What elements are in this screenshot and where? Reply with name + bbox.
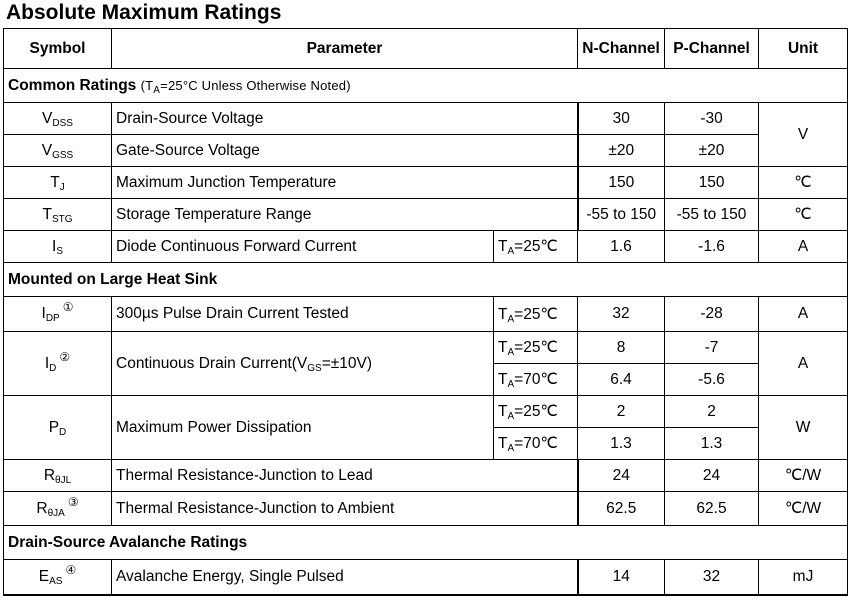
header-row: Symbol Parameter N-Channel P-Channel Uni… xyxy=(3,28,849,69)
table-row-vgss: VGSS Gate-Source Voltage ±20 ±20 xyxy=(3,134,848,167)
parameter-cell: Maximum Power Dissipation xyxy=(111,395,494,460)
unit-cell: A xyxy=(758,230,849,263)
unit-cell: mJ xyxy=(758,559,849,596)
section-row-common: Common Ratings (TA=25°C Unless Otherwise… xyxy=(2,68,849,103)
unit-cell: A xyxy=(758,296,849,332)
table-row-rjl: RθJL Thermal Resistance-Junction to Lead… xyxy=(3,459,849,492)
p-channel-value: ±20 xyxy=(664,134,760,167)
parameter-cell: 300µs Pulse Drain Current Tested xyxy=(111,296,494,332)
condition-cell: TA=70℃ xyxy=(492,427,579,460)
unit-cell: ℃/W xyxy=(758,459,849,492)
symbol-cell: EAS④ xyxy=(3,559,112,596)
table-row-tj: TJ Maximum Junction Temperature 150 150 … xyxy=(3,166,849,199)
table-row-id-25: ID② Continuous Drain Current(VGS=±10V) T… xyxy=(3,331,849,396)
condition-cell: TA=70℃ xyxy=(492,363,579,396)
p-channel-value: -7 xyxy=(664,331,760,364)
header-unit: Unit xyxy=(758,28,849,69)
footnote-marker: ② xyxy=(59,349,71,364)
unit-cell: A xyxy=(758,331,849,396)
p-channel-value: -1.6 xyxy=(664,230,760,263)
symbol-cell: RθJL xyxy=(3,459,112,492)
n-channel-value: 14 xyxy=(577,559,666,596)
header-symbol: Symbol xyxy=(3,28,112,69)
parameter-cell: Thermal Resistance-Junction to Ambient xyxy=(110,491,579,526)
symbol-cell: VDSS xyxy=(3,102,112,135)
unit-cell: W xyxy=(758,395,849,460)
parameter-cell: Drain-Source Voltage xyxy=(110,102,579,135)
absolute-maximum-ratings-table: Symbol Parameter N-Channel P-Channel Uni… xyxy=(2,28,849,596)
unit-cell: ℃/W xyxy=(758,491,849,526)
symbol-cell: IDP① xyxy=(3,296,112,332)
n-channel-value: 8 xyxy=(577,331,666,364)
table-row-tstg: TSTG Storage Temperature Range -55 to 15… xyxy=(3,198,849,231)
section-label: Common Ratings xyxy=(8,76,137,94)
n-channel-value: 6.4 xyxy=(577,363,666,396)
condition-cell: TA=25℃ xyxy=(492,296,579,332)
p-channel-value: -28 xyxy=(664,296,760,332)
parameter-cell: Maximum Junction Temperature xyxy=(110,166,579,199)
section-row-heatsink: Mounted on Large Heat Sink xyxy=(2,262,849,297)
section-row-avalanche: Drain-Source Avalanche Ratings xyxy=(2,525,849,560)
symbol-cell: PD xyxy=(3,395,112,460)
symbol-cell: RθJA③ xyxy=(3,491,112,526)
parameter-cell: Avalanche Energy, Single Pulsed xyxy=(110,559,579,596)
p-channel-value: 62.5 xyxy=(664,491,760,526)
symbol-cell: ID② xyxy=(3,331,112,396)
p-channel-value: -5.6 xyxy=(664,363,760,396)
table-row-vdss: VDSS Drain-Source Voltage 30 -30 V xyxy=(3,102,849,167)
n-channel-value: 1.3 xyxy=(577,427,666,460)
condition-cell: TA=25℃ xyxy=(492,230,579,263)
p-channel-value: 24 xyxy=(664,459,760,492)
section-drain-source-avalanche: Drain-Source Avalanche Ratings xyxy=(2,525,849,560)
header-p-channel: P-Channel xyxy=(664,28,760,69)
p-channel-value: 1.3 xyxy=(664,427,760,460)
unit-cell: ℃ xyxy=(758,166,849,199)
footnote-marker: ① xyxy=(62,300,74,314)
symbol-cell: IS xyxy=(3,230,112,263)
p-channel-value: -55 to 150 xyxy=(664,198,760,231)
n-channel-value: 24 xyxy=(577,459,666,492)
condition-cell: TA=25℃ xyxy=(492,331,579,364)
section-common-ratings: Common Ratings (TA=25°C Unless Otherwise… xyxy=(2,68,849,103)
n-channel-value: 2 xyxy=(577,395,666,428)
symbol-cell: TSTG xyxy=(3,198,112,231)
p-channel-value: -30 xyxy=(664,102,760,135)
parameter-cell: Storage Temperature Range xyxy=(110,198,579,231)
n-channel-value: 32 xyxy=(577,296,666,332)
table-row-idp: IDP① 300µs Pulse Drain Current Tested TA… xyxy=(3,296,849,332)
parameter-cell: Continuous Drain Current(VGS=±10V) xyxy=(111,331,494,396)
n-channel-value: -55 to 150 xyxy=(577,198,666,231)
n-channel-value: 150 xyxy=(577,166,666,199)
unit-cell: ℃ xyxy=(758,198,849,231)
header-n-channel: N-Channel xyxy=(577,28,666,69)
p-channel-value: 150 xyxy=(664,166,760,199)
parameter-cell: Diode Continuous Forward Current xyxy=(111,230,494,263)
p-channel-value: 2 xyxy=(664,395,760,428)
p-channel-value: 32 xyxy=(664,559,760,596)
section-note: (TA=25°C Unless Otherwise Noted) xyxy=(140,77,351,96)
condition-cell: TA=25℃ xyxy=(492,395,579,428)
table-row-is: IS Diode Continuous Forward Current TA=2… xyxy=(3,230,849,263)
table-row-pd-25: PD Maximum Power Dissipation TA=25℃ 2 2 … xyxy=(3,395,849,460)
unit-cell: V xyxy=(758,102,849,167)
page-title: Absolute Maximum Ratings xyxy=(6,1,282,24)
footnote-marker: ④ xyxy=(65,562,77,577)
parameter-cell: Thermal Resistance-Junction to Lead xyxy=(110,459,579,492)
footnote-marker: ③ xyxy=(67,494,79,509)
n-channel-value: 62.5 xyxy=(577,491,666,526)
header-parameter: Parameter xyxy=(110,28,579,69)
parameter-cell: Gate-Source Voltage xyxy=(110,134,579,167)
n-channel-value: ±20 xyxy=(577,134,666,167)
table-row-rja: RθJA③ Thermal Resistance-Junction to Amb… xyxy=(3,491,849,526)
symbol-cell: TJ xyxy=(3,166,112,199)
n-channel-value: 1.6 xyxy=(577,230,666,263)
n-channel-value: 30 xyxy=(577,102,666,135)
table-row-eas: EAS④ Avalanche Energy, Single Pulsed 14 … xyxy=(3,559,849,596)
symbol-cell: VGSS xyxy=(3,134,112,167)
section-mounted-heat-sink: Mounted on Large Heat Sink xyxy=(2,262,849,297)
table-row-pd-70: TA=70℃ 1.3 1.3 xyxy=(4,427,848,460)
